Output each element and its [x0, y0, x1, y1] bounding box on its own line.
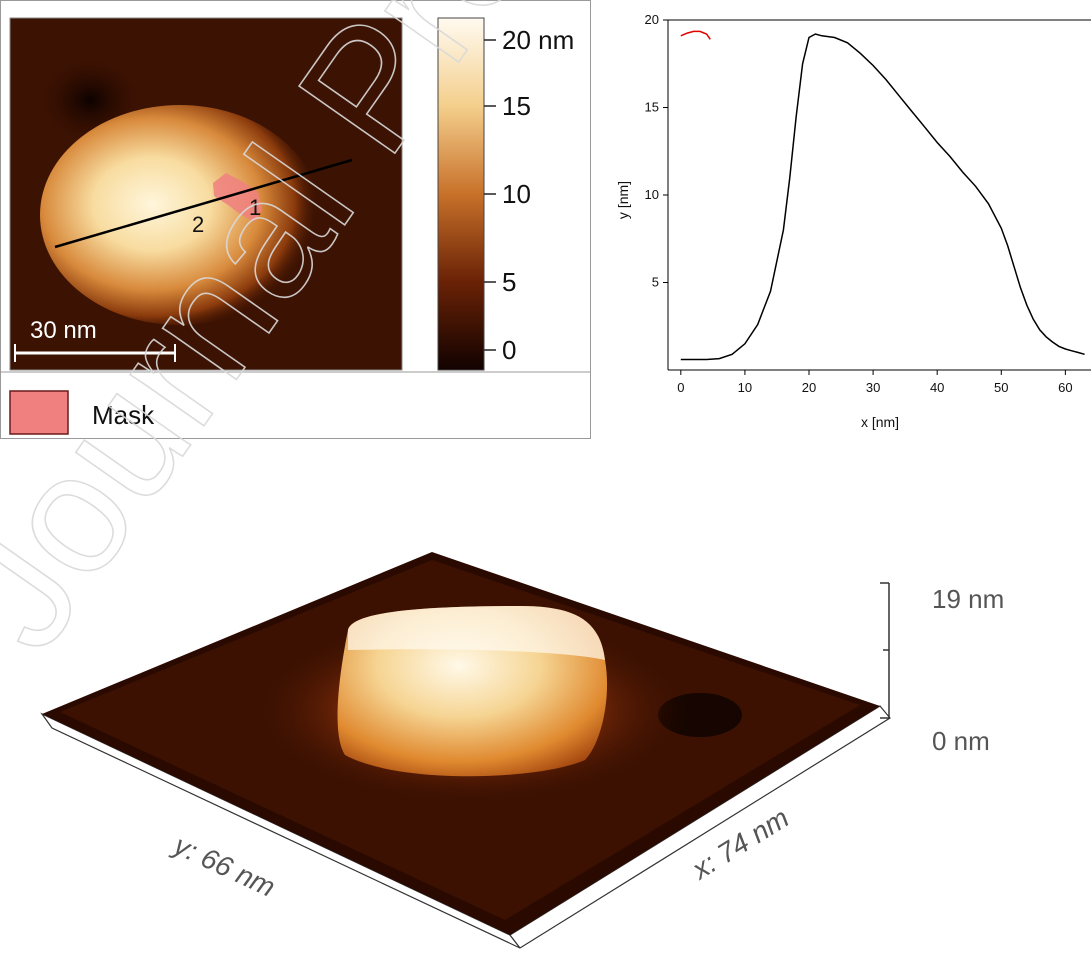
particle-image — [40, 105, 320, 325]
x-tick-label: 0 — [677, 380, 684, 395]
x-tick-label: 10 — [738, 380, 752, 395]
y-tick-label: 20 — [645, 12, 659, 27]
colorbar-tick-label: 10 — [502, 179, 531, 209]
y-tick-label: 5 — [652, 275, 659, 290]
x-tick-label: 20 — [802, 380, 816, 395]
height-profile-line — [680, 33, 1085, 361]
profile-line — [54, 158, 353, 249]
x-tick-label: 50 — [994, 380, 1008, 395]
colorbar-tick-label: 0 — [502, 335, 516, 365]
y-tick-label: 10 — [645, 187, 659, 202]
y-dimension-label: y: 66 nm — [168, 828, 280, 902]
colorbar-tick-label: 5 — [502, 267, 516, 297]
red-trace-line — [680, 30, 711, 40]
colorbar: 20 nm 15 10 5 0 — [437, 17, 574, 371]
scale-bar-label: 30 nm — [30, 317, 97, 344]
profile-marker-1: 1 — [249, 195, 261, 220]
afm-3d-view: 19 nm 0 nm y: 66 nm x: 74 nm — [40, 552, 1004, 949]
colorbar-ticks: 20 nm 15 10 5 0 — [484, 25, 574, 365]
profile-tick-labels: 0 10 20 30 40 50 60 5 10 15 20 — [645, 12, 1073, 395]
map-panel-frame — [0, 0, 591, 439]
x-axis-label: x [nm] — [861, 414, 899, 430]
z-min-label: 0 nm — [932, 726, 990, 756]
profile-series — [680, 30, 1085, 361]
colorbar-gradient — [437, 17, 485, 371]
mask-legend-label: Mask — [92, 400, 155, 430]
x-tick-label: 60 — [1058, 380, 1072, 395]
x-tick-label: 40 — [930, 380, 944, 395]
x-tick-label: 30 — [866, 380, 880, 395]
profile-axes — [663, 19, 1091, 375]
mask-legend-swatch — [9, 390, 69, 435]
mask-region — [213, 173, 262, 222]
z-max-label: 19 nm — [932, 584, 1004, 614]
colorbar-tick-label: 20 nm — [502, 25, 574, 55]
profile-marker-2: 2 — [192, 212, 204, 237]
afm-height-map: 2 1 30 nm — [9, 17, 403, 371]
colorbar-tick-label: 15 — [502, 91, 531, 121]
y-axis-label: y [nm] — [615, 181, 631, 219]
y-tick-label: 15 — [645, 100, 659, 115]
height-profile-chart: 0 10 20 30 40 50 60 5 10 15 20 x [nm] y [nm] — [615, 12, 1091, 430]
